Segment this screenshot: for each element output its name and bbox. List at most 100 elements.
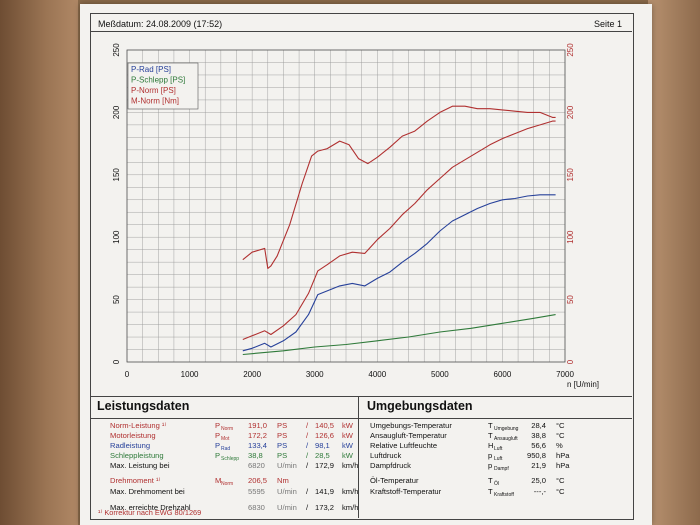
performance-value1: 5595 bbox=[248, 487, 265, 496]
x-tick-label: 0 bbox=[125, 370, 130, 379]
environment-symbol: T bbox=[488, 421, 493, 430]
performance-sub: Mot bbox=[221, 436, 230, 442]
environment-symbol: T bbox=[488, 487, 493, 496]
performance-symbol: P bbox=[215, 431, 221, 440]
performance-value1: 6830 bbox=[248, 503, 265, 512]
performance-symbol: P bbox=[215, 421, 221, 430]
performance-label: Motorleistung bbox=[110, 431, 156, 440]
y-tick-label-left: 50 bbox=[112, 295, 121, 304]
performance-label: Drehmoment ¹⁾ bbox=[110, 476, 161, 485]
environment-unit: °C bbox=[556, 431, 565, 440]
y-tick-label-left: 100 bbox=[112, 230, 121, 244]
environment-symbol: T bbox=[488, 476, 493, 485]
performance-value2: 140,5 bbox=[315, 421, 335, 430]
performance-unit1: U/min bbox=[277, 461, 297, 470]
section-divider bbox=[358, 396, 359, 518]
x-tick-label: 3000 bbox=[306, 370, 324, 379]
performance-symbol: P bbox=[215, 451, 221, 460]
performance-value1: 6820 bbox=[248, 461, 265, 470]
environment-label: Ansaugluft-Temperatur bbox=[370, 431, 447, 440]
y-tick-label-left: 200 bbox=[112, 105, 121, 119]
performance-value1: 191,0 bbox=[248, 421, 268, 430]
environment-row: Dampfdruck p Dampf 21,9 hPa bbox=[370, 461, 620, 472]
y-tick-label-right: 200 bbox=[566, 105, 575, 119]
performance-value2: 173,2 bbox=[315, 503, 335, 512]
environment-value: ---,- bbox=[533, 487, 546, 496]
x-tick-label: 1000 bbox=[181, 370, 199, 379]
series-line-0 bbox=[242, 194, 556, 352]
performance-row: Motorleistung P Mot 172,2 PS / 126,6 kW bbox=[110, 431, 360, 442]
plot-border bbox=[126, 49, 566, 363]
performance-unit1: PS bbox=[277, 441, 288, 450]
series-line-1 bbox=[242, 314, 556, 356]
environment-unit: hPa bbox=[556, 451, 570, 460]
performance-unit1: U/min bbox=[277, 503, 297, 512]
environment-label: Relative Luftfeuchte bbox=[370, 441, 438, 450]
performance-value2: 141,9 bbox=[315, 487, 335, 496]
performance-data-title: Leistungsdaten bbox=[97, 399, 190, 413]
legend-entry: P-Norm [PS] bbox=[131, 86, 176, 95]
performance-unit2: km/h bbox=[342, 461, 359, 470]
y-tick-label-right: 100 bbox=[566, 230, 575, 244]
performance-row: Schleppleistung P Schlepp 38,8 PS / 28,5 kW bbox=[110, 451, 360, 462]
performance-row: Radleistung P Rad 133,4 PS / 98,1 kW bbox=[110, 441, 360, 452]
environment-value: 28,4 bbox=[531, 421, 546, 430]
performance-row: Drehmoment ¹⁾ M Norm 206,5 Nm bbox=[110, 476, 360, 487]
environment-symbol: T bbox=[488, 431, 493, 440]
environment-sub: Umgebung bbox=[494, 426, 519, 432]
legend-box bbox=[127, 62, 199, 110]
performance-label: Schleppleistung bbox=[110, 451, 164, 460]
x-axis-label: n [U/min] bbox=[567, 380, 599, 389]
environment-data-title: Umgebungsdaten bbox=[367, 399, 473, 413]
x-tick-label: 5000 bbox=[431, 370, 449, 379]
performance-unit1: PS bbox=[277, 421, 288, 430]
environment-symbol: p bbox=[488, 451, 493, 460]
environment-unit: °C bbox=[556, 421, 565, 430]
performance-label: Radleistung bbox=[110, 441, 151, 450]
environment-row: Umgebungs-Temperatur T Umgebung 28,4 °C bbox=[370, 421, 620, 432]
environment-sub: Luft bbox=[494, 446, 503, 452]
environment-sub: Ansaugluft bbox=[494, 436, 518, 442]
environment-unit: hPa bbox=[556, 461, 570, 470]
environment-value: 25,0 bbox=[531, 476, 546, 485]
environment-value: 56,6 bbox=[531, 441, 546, 450]
x-tick-label: 7000 bbox=[556, 370, 574, 379]
environment-row: Relative Luftfeuchte H Luft 56,6% bbox=[370, 441, 620, 452]
environment-symbol: H bbox=[488, 441, 494, 450]
performance-row: Max. erreichte Drehzahl 6830 U/min / 173,2 km… bbox=[110, 503, 360, 513]
performance-sub: Schlepp bbox=[221, 456, 240, 462]
environment-label: Öl-Temperatur bbox=[370, 476, 419, 485]
environment-sub: Öl bbox=[494, 481, 499, 487]
data-tables: Leistungsdaten Umgebungsdaten Norm-Leist… bbox=[90, 396, 632, 518]
performance-label: Max. erreichte Drehzahl bbox=[110, 503, 191, 512]
environment-unit: °C bbox=[556, 487, 565, 496]
environment-unit: °C bbox=[556, 476, 565, 485]
y-tick-label-right: 50 bbox=[566, 295, 575, 304]
y-tick-label-right: 250 bbox=[566, 43, 575, 57]
performance-sep: / bbox=[306, 461, 309, 470]
table-surface-right bbox=[648, 0, 700, 525]
series-line-2 bbox=[242, 120, 556, 341]
environment-value: 21,9 bbox=[531, 461, 546, 470]
performance-value1: 206,5 bbox=[248, 476, 268, 485]
y-tick-label-right: 150 bbox=[566, 168, 575, 182]
environment-label: Dampfdruck bbox=[370, 461, 411, 470]
performance-value2: 28,5 bbox=[315, 451, 330, 460]
performance-sep: / bbox=[306, 503, 309, 512]
correction-footnote: ¹⁾ Korrektur nach EWG 80/1269 bbox=[98, 508, 202, 517]
performance-unit2: kW bbox=[342, 431, 353, 440]
performance-value1: 133,4 bbox=[248, 441, 268, 450]
header-divider bbox=[90, 31, 632, 32]
performance-sep: / bbox=[306, 421, 309, 430]
performance-symbol: P bbox=[215, 441, 221, 450]
environment-sub: Kraftstoff bbox=[494, 492, 514, 498]
performance-sub: Norm bbox=[221, 426, 234, 432]
performance-sub: Rad bbox=[221, 446, 231, 452]
section-title-line bbox=[90, 418, 632, 419]
y-tick-label-left: 0 bbox=[112, 359, 121, 364]
series-line-3 bbox=[242, 105, 556, 269]
y-tick-label-left: 150 bbox=[112, 168, 121, 182]
performance-row: Norm-Leistung ¹⁾ P Norm 191,0 PS / 140,5 kW bbox=[110, 421, 360, 432]
page-number: Seite 1 bbox=[593, 19, 622, 29]
